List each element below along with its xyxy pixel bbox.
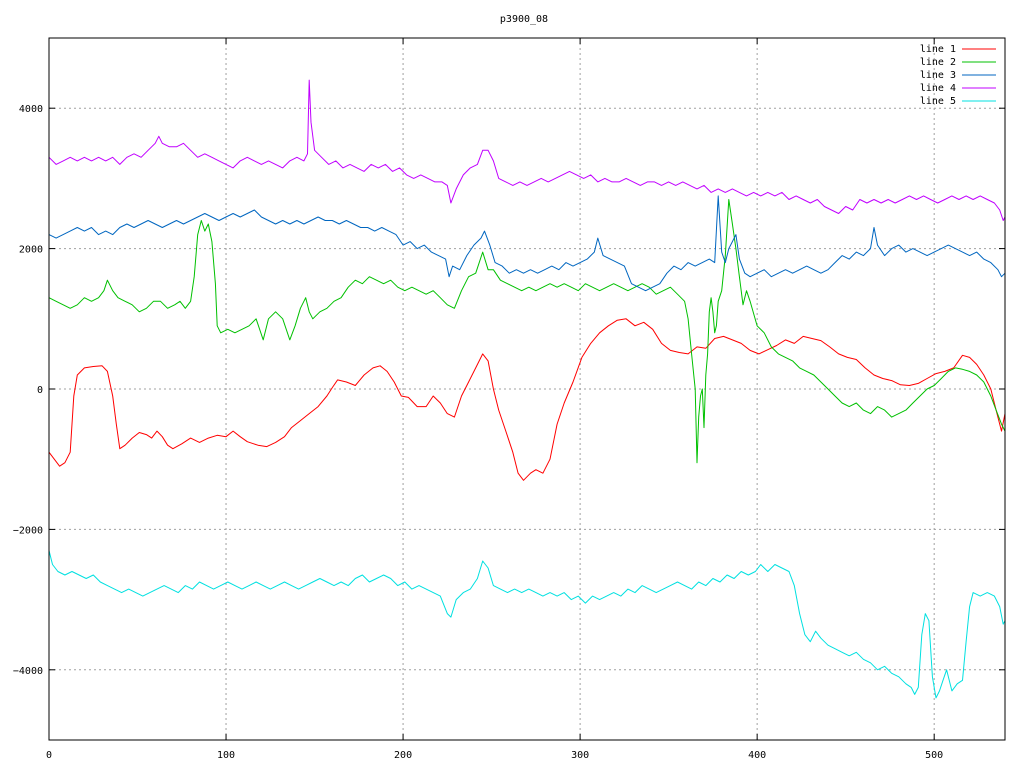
series-line-2 [48,199,1006,464]
x-tick-label: 200 [394,750,412,761]
y-tick-label: 2000 [19,245,43,256]
x-tick-label: 300 [571,750,589,761]
x-tick-label: 400 [748,750,766,761]
legend: line 1 line 2 line 3 line 4 line 5 [920,44,996,107]
series-lines [48,79,1006,699]
x-tick-label: 100 [217,750,235,761]
y-tick-label: −4000 [13,666,43,677]
series-line-5 [48,550,1006,699]
legend-label: line 5 [920,96,956,107]
legend-label: line 1 [920,44,956,55]
legend-label: line 4 [920,83,956,94]
y-tick-label: 0 [37,385,43,396]
grid [49,38,1005,740]
x-tick-label: 0 [46,750,52,761]
axis-ticks: 0 100 200 300 400 500 −4000 −2000 0 2000 4000 [13,38,1005,761]
chart-title: p3900_08 [500,14,548,25]
series-line-3 [48,195,1006,292]
x-tick-label: 500 [925,750,943,761]
series-line-1 [48,318,1006,481]
y-tick-label: 4000 [19,104,43,115]
legend-label: line 2 [920,57,956,68]
legend-label: line 3 [920,70,956,81]
y-tick-label: −2000 [13,525,43,536]
series-line-4 [48,79,1006,221]
